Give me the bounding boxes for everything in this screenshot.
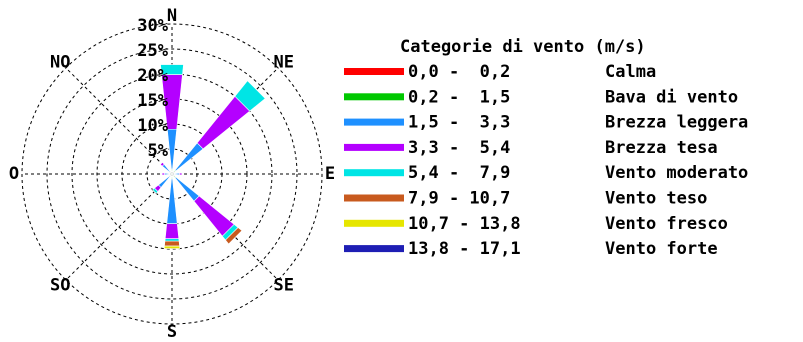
rose-segment xyxy=(164,172,170,176)
rose-segment xyxy=(163,245,181,249)
grid-ring xyxy=(46,48,298,300)
legend-label: Brezza leggera xyxy=(605,113,748,133)
legend-label: Brezza tesa xyxy=(605,138,718,158)
legend-label: Vento forte xyxy=(605,239,718,259)
direction-label: SO xyxy=(50,276,70,296)
direction-label: E xyxy=(325,164,335,184)
legend-range: 5,4 - 7,9 xyxy=(408,163,510,183)
rose-segment xyxy=(174,142,204,172)
legend-range: 0,0 - 0,2 xyxy=(408,62,510,82)
legend-swatch xyxy=(344,93,404,101)
r-tick-label: 20% xyxy=(137,66,168,86)
r-tick-label: 30% xyxy=(137,16,168,36)
direction-label: NE xyxy=(273,52,293,72)
rose-segment xyxy=(179,172,183,176)
rose-segment xyxy=(164,238,180,242)
rose-segment xyxy=(174,172,180,176)
r-tick-label: 10% xyxy=(137,116,168,136)
legend-label: Bava di vento xyxy=(605,87,738,107)
r-tick-label: 25% xyxy=(137,41,168,61)
direction-label: N xyxy=(167,6,177,26)
grid-spoke xyxy=(65,67,173,175)
legend-swatch xyxy=(344,169,404,177)
rose-segment xyxy=(157,175,171,189)
rose-segment xyxy=(161,163,171,173)
direction-label: O xyxy=(9,164,19,184)
rose-segment xyxy=(161,172,165,176)
rose-segment xyxy=(160,64,184,75)
direction-label: SE xyxy=(273,276,293,296)
legend-label: Vento moderato xyxy=(605,163,748,183)
legend-swatch xyxy=(344,143,404,151)
direction-label: NO xyxy=(50,52,70,72)
legend-label: Vento fresco xyxy=(605,214,728,234)
r-tick-label: 5% xyxy=(148,141,169,161)
legend-range: 0,2 - 1,5 xyxy=(408,87,510,107)
rose-segment xyxy=(196,95,251,150)
legend-swatch xyxy=(344,219,404,227)
r-tick-label: 15% xyxy=(137,91,168,111)
legend-swatch xyxy=(344,245,404,253)
legend-swatch xyxy=(344,68,404,75)
rose-segment xyxy=(164,223,180,239)
legend-swatch xyxy=(344,194,404,202)
legend-range: 13,8 - 17,1 xyxy=(408,239,521,259)
legend-label: Vento teso xyxy=(605,189,707,209)
legend-swatch xyxy=(344,118,404,126)
grid-ring xyxy=(21,23,323,325)
rose-segment xyxy=(164,240,180,247)
legend-range: 10,7 - 13,8 xyxy=(408,214,521,234)
legend-range: 1,5 - 3,3 xyxy=(408,113,510,133)
legend-range: 3,3 - 5,4 xyxy=(408,138,510,158)
legend-label: Calma xyxy=(605,62,656,82)
legend-range: 7,9 - 10,7 xyxy=(408,189,510,209)
direction-label: S xyxy=(167,322,177,338)
legend-title: Categorie di vento (m/s) xyxy=(400,37,646,57)
rose-segment xyxy=(166,178,178,225)
